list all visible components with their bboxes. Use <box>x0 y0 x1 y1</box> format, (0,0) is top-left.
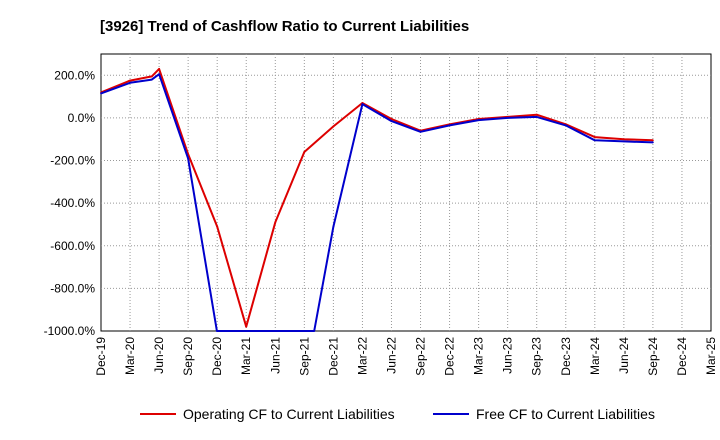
data-point <box>245 325 248 328</box>
x-tick-label: Dec-22 <box>443 337 457 376</box>
y-tick-label: 200.0% <box>54 68 95 82</box>
x-tick-label: Mar-25 <box>704 337 718 375</box>
x-tick-label: Dec-19 <box>94 337 108 376</box>
x-tick-label: Sep-20 <box>181 337 195 376</box>
data-point <box>100 92 102 95</box>
x-tick-label: Mar-20 <box>123 337 137 375</box>
x-tick-label: Sep-23 <box>530 337 544 376</box>
x-tick-label: Sep-21 <box>297 337 311 376</box>
x-tick-label: Sep-24 <box>646 337 660 376</box>
x-tick-label: Sep-22 <box>414 337 428 376</box>
data-point <box>274 221 277 224</box>
data-point <box>623 140 625 143</box>
y-tick-label: -600.0% <box>50 239 95 253</box>
grid <box>101 54 711 331</box>
legend-label: Operating CF to Current Liabilities <box>183 406 395 422</box>
legend-label: Free CF to Current Liabilities <box>476 406 655 422</box>
x-tick-label: Jun-22 <box>384 337 398 374</box>
data-point <box>158 68 161 70</box>
plot-area <box>100 53 712 332</box>
data-point <box>361 103 364 105</box>
data-point <box>216 225 219 228</box>
data-point <box>593 139 596 142</box>
data-point <box>187 157 190 160</box>
x-tick-label: Dec-20 <box>210 337 224 376</box>
x-tick-label: Mar-24 <box>588 337 602 375</box>
y-tick-label: -800.0% <box>50 281 95 295</box>
data-point <box>564 124 567 127</box>
x-tick-label: Jun-20 <box>152 337 166 374</box>
y-axis: 200.0% 0.0% -200.0% -400.0% -600.0% -800.0% -1… <box>44 68 96 338</box>
data-point <box>390 120 393 122</box>
x-tick-label: Dec-21 <box>326 337 340 376</box>
y-tick-label: -1000.0% <box>44 324 96 338</box>
data-point <box>535 116 538 118</box>
data-point <box>535 113 538 116</box>
data-point <box>150 78 153 81</box>
data-point <box>216 330 218 332</box>
data-point <box>129 81 131 84</box>
data-point <box>448 124 451 127</box>
data-point <box>477 119 480 121</box>
data-point <box>150 75 153 78</box>
y-tick-label: -200.0% <box>50 154 95 168</box>
x-tick-label: Jun-23 <box>501 337 515 374</box>
data-point <box>303 151 306 153</box>
data-point <box>158 73 161 76</box>
data-point <box>652 139 654 142</box>
y-tick-label: -400.0% <box>50 196 95 210</box>
x-tick-label: Mar-21 <box>239 337 253 375</box>
x-tick-label: Jun-21 <box>268 337 282 374</box>
x-tick-label: Mar-23 <box>472 337 486 375</box>
data-point <box>332 225 335 228</box>
y-tick-label: 0.0% <box>68 111 96 125</box>
chart-title: [3926] Trend of Cashflow Ratio to Curren… <box>100 18 469 35</box>
x-tick-label: Jun-24 <box>617 337 631 374</box>
data-point <box>623 138 625 141</box>
x-axis: Dec-19 Mar-20 Jun-20 Sep-20 Dec-20 Mar-21 Jun-… <box>94 337 718 376</box>
data-point <box>332 125 335 128</box>
data-point <box>593 136 596 139</box>
series-lines <box>100 67 654 332</box>
data-point <box>390 118 393 120</box>
data-point <box>313 330 316 332</box>
data-point <box>129 79 131 82</box>
data-point <box>506 117 509 119</box>
x-tick-label: Dec-23 <box>559 337 573 376</box>
x-tick-label: Dec-24 <box>675 337 689 376</box>
data-point <box>652 141 654 144</box>
x-tick-label: Mar-22 <box>355 337 369 375</box>
legend: Operating CF to Current Liabilities Free … <box>140 406 655 422</box>
data-point <box>419 130 422 133</box>
